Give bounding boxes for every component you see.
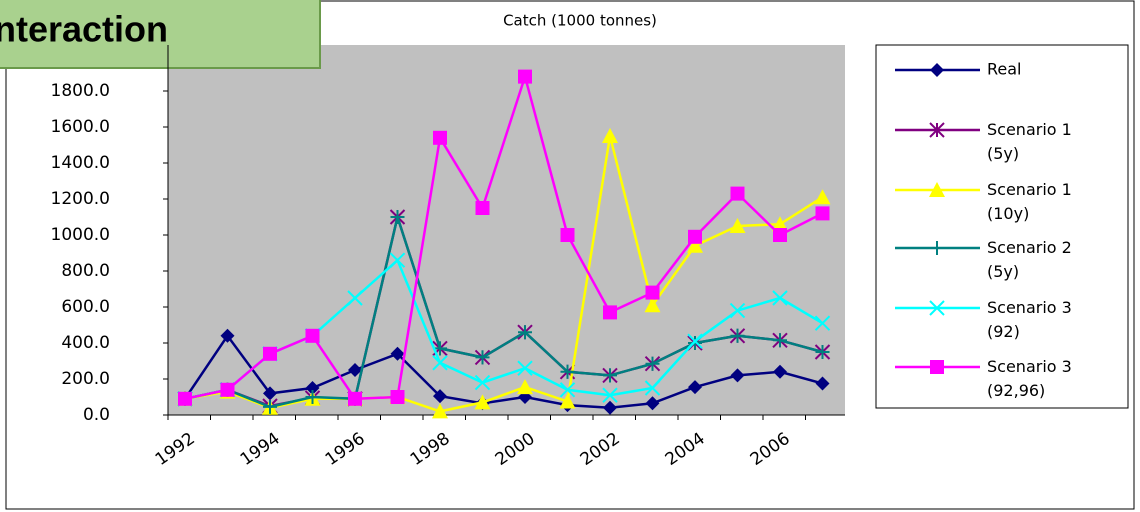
series-line	[183, 333, 823, 410]
marker	[815, 376, 830, 391]
marker	[559, 393, 576, 409]
legend-marker	[930, 63, 944, 77]
marker	[347, 290, 363, 306]
marker	[178, 391, 192, 406]
marker	[773, 364, 787, 379]
marker	[518, 69, 532, 84]
marker	[305, 328, 320, 343]
legend-marker	[929, 182, 945, 197]
marker	[603, 368, 617, 383]
legend-marker	[929, 300, 945, 316]
y-tick-label: 800.0	[61, 261, 110, 281]
marker	[602, 128, 618, 143]
y-tick-label: 1000.0	[51, 225, 110, 245]
marker	[263, 399, 277, 414]
legend-marker	[930, 360, 944, 374]
marker	[729, 302, 746, 319]
marker	[220, 328, 235, 343]
marker	[263, 386, 277, 401]
y-tick-label: 1600.0	[51, 117, 110, 137]
legend-label: Scenario 1 (5y)	[987, 120, 1077, 163]
legend-label: Real	[987, 60, 1022, 79]
marker	[517, 360, 533, 376]
y-tick-label: 200.0	[61, 369, 110, 389]
badge-box	[0, 0, 321, 69]
marker	[433, 389, 447, 404]
marker	[474, 394, 491, 410]
marker	[645, 356, 660, 371]
legend-label: Scenario 3 (92)	[987, 298, 1077, 341]
marker	[432, 355, 448, 371]
marker	[687, 333, 703, 349]
legend-marker	[930, 241, 944, 255]
marker	[645, 396, 660, 411]
marker	[814, 315, 831, 331]
marker	[475, 350, 490, 365]
legend-marker	[929, 122, 945, 138]
marker	[390, 210, 405, 224]
y-tick-label: 600.0	[61, 297, 110, 317]
marker	[475, 201, 490, 215]
marker	[730, 186, 745, 201]
marker	[518, 325, 532, 340]
legend-label: Scenario 2 (5y)	[987, 238, 1077, 281]
marker	[474, 374, 491, 391]
marker	[559, 382, 576, 398]
marker	[348, 363, 362, 377]
marker	[432, 403, 448, 419]
marker	[348, 391, 362, 406]
marker	[603, 305, 617, 320]
marker	[773, 228, 787, 242]
marker	[389, 252, 406, 268]
marker	[773, 333, 787, 348]
legend-box	[875, 44, 1129, 409]
marker	[729, 218, 746, 233]
marker	[772, 290, 788, 306]
marker	[645, 285, 660, 300]
marker	[688, 229, 702, 244]
marker	[560, 228, 575, 242]
marker	[305, 381, 320, 395]
marker	[688, 380, 702, 395]
marker	[772, 216, 788, 232]
y-tick-label: 1400.0	[51, 153, 110, 173]
y-tick-label: 1200.0	[51, 189, 110, 209]
marker	[433, 130, 447, 145]
marker	[644, 297, 661, 313]
marker	[730, 328, 745, 343]
marker	[390, 390, 405, 404]
series-line	[184, 135, 824, 413]
series-line	[184, 212, 823, 409]
y-tick-label: 1800.0	[51, 81, 110, 101]
badge-label: nteraction	[0, 9, 168, 50]
marker	[220, 382, 235, 397]
marker	[815, 206, 830, 221]
marker	[815, 345, 830, 359]
chart-title: Catch (1000 tonnes)	[503, 12, 657, 30]
y-tick-label: 0.0	[83, 405, 110, 425]
marker	[560, 364, 575, 379]
marker	[602, 387, 618, 403]
legend-label: Scenario 3 (92,96)	[987, 357, 1077, 400]
legend-label: Scenario 1 (10y)	[987, 180, 1077, 223]
marker	[263, 346, 277, 361]
series-line	[184, 72, 824, 401]
marker	[603, 400, 617, 415]
marker	[517, 379, 533, 395]
marker	[305, 390, 320, 404]
marker	[644, 380, 661, 396]
marker	[687, 237, 703, 253]
marker	[390, 346, 405, 361]
y-tick-label: 400.0	[61, 333, 110, 353]
marker	[814, 189, 831, 205]
marker	[730, 368, 745, 383]
